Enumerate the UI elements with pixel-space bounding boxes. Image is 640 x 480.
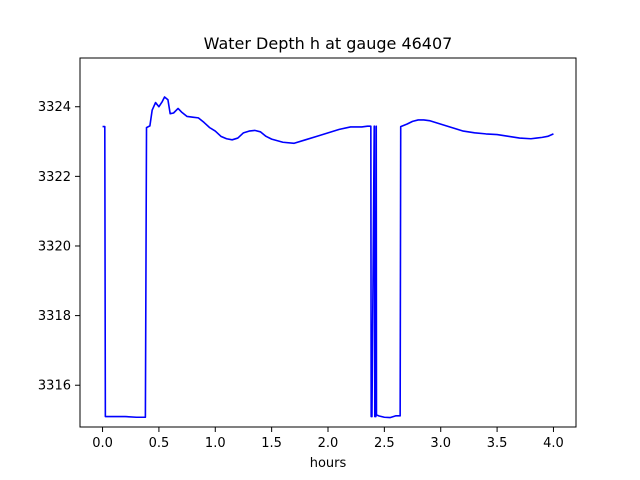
x-tick-label: 0.5 xyxy=(149,436,170,451)
x-tick-label: 4.0 xyxy=(543,436,564,451)
ticks-layer: 0.0 0.5 1.0 1.5 2.0 2.5 3.0 3.5 4.0 3316 3318 3320 3… xyxy=(38,100,564,451)
plot-frame xyxy=(79,57,577,428)
y-tick-label: 3320 xyxy=(38,239,71,254)
series-layer xyxy=(102,96,554,419)
x-axis-label: hours xyxy=(310,456,347,471)
x-tick-label: 2.0 xyxy=(318,436,339,451)
series-line-0 xyxy=(102,96,554,419)
y-tick-label: 3322 xyxy=(38,170,71,185)
x-tick-label: 1.5 xyxy=(261,436,282,451)
plot-area xyxy=(80,58,576,427)
x-tick-label: 2.5 xyxy=(374,436,395,451)
y-tick-label: 3316 xyxy=(38,379,71,394)
x-tick-label: 0.0 xyxy=(92,436,113,451)
y-tick-label: 3318 xyxy=(38,309,71,324)
y-tick-label: 3324 xyxy=(38,100,71,115)
x-tick-label: 1.0 xyxy=(205,436,226,451)
chart-title: Water Depth h at gauge 46407 xyxy=(204,34,453,53)
x-tick-label: 3.0 xyxy=(430,436,451,451)
x-tick-label: 3.5 xyxy=(487,436,508,451)
